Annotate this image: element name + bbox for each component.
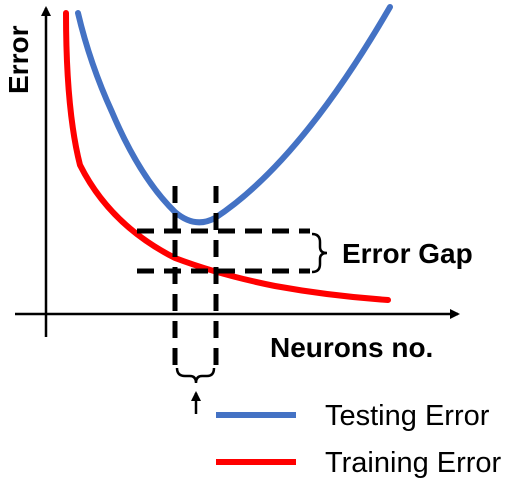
error-gap-brace (311, 232, 328, 274)
error-gap-label: Error Gap (342, 238, 473, 269)
training-error-curve (63, 10, 391, 303)
legend-label-testing: Testing Error (325, 400, 490, 432)
y-axis-label: Error (3, 25, 34, 94)
legend-label-training: Training Error (325, 447, 502, 479)
testing-error-curve (75, 4, 393, 226)
optimal-range-brace (175, 367, 216, 384)
x-axis-label: Neurons no. (270, 332, 433, 363)
legend: Testing Error Training Error (216, 400, 502, 479)
